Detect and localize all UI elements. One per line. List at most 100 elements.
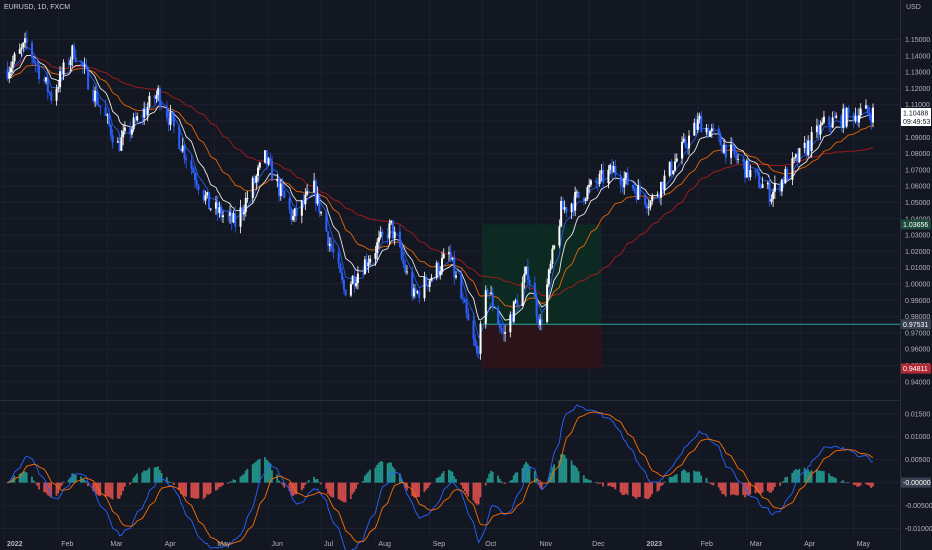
candle[interactable]	[514, 298, 517, 304]
candle[interactable]	[693, 118, 696, 136]
candle[interactable]	[153, 94, 156, 105]
candle[interactable]	[416, 290, 419, 295]
candle[interactable]	[34, 60, 37, 73]
candle[interactable]	[549, 260, 552, 274]
candle[interactable]	[169, 104, 172, 131]
candle[interactable]	[842, 103, 845, 134]
candle[interactable]	[276, 173, 279, 188]
candle[interactable]	[304, 188, 307, 211]
candle[interactable]	[342, 277, 345, 294]
target-price-label[interactable]: 1.03656	[901, 219, 931, 230]
candle[interactable]	[425, 273, 428, 287]
candle[interactable]	[428, 279, 431, 293]
candle[interactable]	[18, 43, 21, 55]
candle[interactable]	[136, 112, 139, 122]
candle[interactable]	[791, 152, 794, 186]
candle[interactable]	[71, 44, 74, 67]
candle[interactable]	[663, 170, 666, 195]
candle[interactable]	[418, 288, 421, 304]
candle[interactable]	[623, 171, 626, 195]
candle[interactable]	[810, 126, 813, 158]
candle[interactable]	[670, 158, 673, 177]
candle[interactable]	[300, 199, 303, 224]
candle[interactable]	[20, 43, 23, 57]
candle[interactable]	[705, 123, 708, 136]
candle[interactable]	[819, 120, 822, 140]
candle[interactable]	[437, 261, 440, 279]
candle[interactable]	[609, 163, 612, 174]
candle[interactable]	[295, 201, 298, 222]
candle[interactable]	[759, 182, 762, 189]
candle[interactable]	[293, 207, 296, 222]
candle[interactable]	[423, 271, 426, 302]
candle[interactable]	[45, 76, 48, 85]
candle[interactable]	[381, 229, 384, 242]
candle[interactable]	[700, 111, 703, 133]
candle[interactable]	[586, 185, 589, 202]
candle[interactable]	[660, 181, 662, 206]
candle[interactable]	[218, 201, 221, 218]
candle[interactable]	[610, 158, 613, 179]
candle[interactable]	[391, 220, 394, 244]
candle[interactable]	[773, 175, 776, 199]
candle[interactable]	[229, 205, 232, 224]
candle[interactable]	[521, 276, 524, 307]
candle[interactable]	[307, 189, 310, 194]
candle[interactable]	[682, 132, 685, 144]
candle[interactable]	[589, 178, 592, 187]
candle[interactable]	[607, 165, 610, 189]
candle[interactable]	[332, 240, 335, 259]
candle[interactable]	[540, 311, 543, 331]
candle[interactable]	[709, 130, 712, 137]
candle[interactable]	[504, 325, 507, 342]
candle[interactable]	[497, 305, 500, 325]
candle[interactable]	[197, 183, 200, 195]
candle[interactable]	[766, 180, 769, 190]
candle[interactable]	[134, 111, 137, 124]
symbol-label[interactable]: EURUSD, 1D, FXCM	[4, 4, 70, 11]
candle[interactable]	[684, 134, 687, 149]
candle[interactable]	[439, 266, 442, 280]
candle[interactable]	[451, 257, 454, 261]
candle[interactable]	[328, 237, 331, 252]
candle[interactable]	[574, 186, 577, 217]
candle[interactable]	[688, 130, 691, 155]
candle[interactable]	[833, 110, 836, 119]
candle[interactable]	[377, 230, 380, 249]
candle[interactable]	[695, 114, 698, 136]
candle[interactable]	[355, 276, 358, 289]
candle[interactable]	[498, 319, 501, 334]
candle[interactable]	[502, 323, 505, 342]
candle[interactable]	[737, 153, 740, 164]
candle[interactable]	[320, 210, 323, 216]
candle[interactable]	[598, 170, 601, 187]
candle[interactable]	[633, 186, 636, 195]
candle[interactable]	[234, 206, 237, 233]
candle[interactable]	[675, 153, 678, 163]
candle[interactable]	[257, 164, 260, 182]
candle[interactable]	[43, 75, 46, 84]
candle[interactable]	[588, 178, 591, 193]
candle[interactable]	[602, 162, 605, 191]
candle[interactable]	[400, 243, 403, 262]
candle[interactable]	[386, 227, 389, 244]
candle[interactable]	[10, 61, 13, 79]
candle[interactable]	[430, 274, 433, 282]
candle[interactable]	[271, 155, 274, 182]
candle[interactable]	[202, 189, 205, 203]
candle[interactable]	[97, 97, 100, 107]
candle[interactable]	[327, 230, 330, 252]
candle[interactable]	[363, 256, 366, 275]
candle[interactable]	[626, 166, 629, 186]
candle[interactable]	[404, 259, 407, 275]
candle[interactable]	[870, 108, 873, 130]
candle[interactable]	[435, 260, 438, 281]
candle[interactable]	[596, 178, 599, 192]
candle[interactable]	[316, 186, 319, 206]
candle[interactable]	[840, 113, 843, 132]
candle[interactable]	[807, 135, 810, 158]
candle[interactable]	[770, 194, 773, 205]
candle[interactable]	[24, 32, 27, 49]
candle[interactable]	[193, 166, 196, 188]
